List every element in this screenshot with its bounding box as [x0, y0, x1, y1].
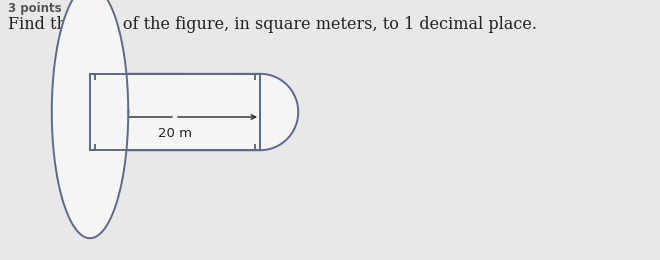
Text: 9 m: 9 m — [75, 109, 101, 122]
Polygon shape — [90, 74, 298, 150]
Text: Find the area of the figure, in square meters, to 1 decimal place.: Find the area of the figure, in square m… — [8, 16, 537, 33]
Polygon shape — [51, 0, 128, 238]
Text: 3 points: 3 points — [8, 2, 61, 15]
Text: 20 m: 20 m — [158, 127, 192, 140]
